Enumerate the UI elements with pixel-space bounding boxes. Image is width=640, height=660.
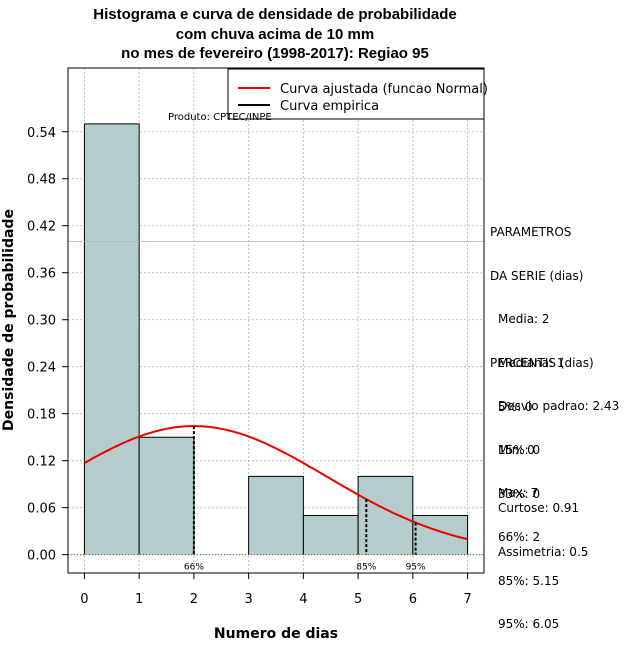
percentile-15: 15%: 0 <box>498 443 541 457</box>
percentile-33: 33%: 0 <box>498 486 541 501</box>
param-mediana: Mediana: 1 <box>498 355 565 370</box>
stat-curtose: Curtose: 0.91 <box>498 501 580 515</box>
x-axis-title: Numero de dias <box>214 626 338 642</box>
histogram-bar-6 <box>412 515 468 555</box>
param-min: Min: 0 <box>498 442 535 457</box>
y-tick-label-8: 0.48 <box>27 173 56 188</box>
y-tick-label-0: 0.00 <box>27 549 56 564</box>
y-tick-label-6: 0.36 <box>27 267 56 282</box>
axes-layer: 0 1 2 3 4 5 6 7 0.00 0.06 0.12 0.18 0.24 0.30 0.36 0.42… <box>27 126 472 607</box>
y-tick-label-9: 0.54 <box>27 126 56 141</box>
y-tick-label-5: 0.30 <box>27 314 56 329</box>
histogram-bar-1 <box>139 437 194 555</box>
y-tick-label-7: 0.42 <box>27 220 56 235</box>
x-tick-label-7: 7 <box>463 592 471 607</box>
percentile-5: 5%: 0 <box>498 399 533 414</box>
credit-text: Produto: CPTEC/INPE <box>168 112 272 123</box>
percentile-label-0: 66% <box>184 563 204 573</box>
legend-label-fitted-curve: Curva ajustada (funcao Normal) <box>280 82 488 97</box>
bars-layer <box>83 123 469 555</box>
percentile-95: 95%: 6.05 <box>498 617 560 631</box>
chart-title-line-1: Histograma e curva de densidade de proba… <box>93 6 457 23</box>
shape-stats-panel: Curtose: 0.91 Assimetria: 0.5 <box>490 472 588 574</box>
x-tick-label-2: 2 <box>190 592 198 607</box>
percentile-label-1: 85% <box>356 563 376 573</box>
chart-title-line-2: com chuva acima de 10 mm <box>175 26 375 43</box>
x-tick-label-6: 6 <box>409 592 417 607</box>
stat-assimetria: Assimetria: 0.5 <box>498 544 589 559</box>
x-tick-label-3: 3 <box>244 592 252 607</box>
param-desvio-padrao: Desvio padrao: 2.43 <box>498 399 620 413</box>
params-title-line-2: DA SERIE (dias) <box>490 268 584 283</box>
percentis-title: PERCENTIS (dias) <box>490 356 594 370</box>
y-tick-label-1: 0.06 <box>27 502 56 517</box>
param-max: Max: 7 <box>498 486 539 500</box>
x-tick-label-0: 0 <box>80 592 88 607</box>
percentiles-panel: PERCENTIS (dias) 5%: 0 15%: 0 33%: 0 66%… <box>490 327 594 646</box>
params-title-line-1: PARAMETROS <box>490 225 572 239</box>
overlay-layer: 66% 85% 95% <box>68 240 484 573</box>
x-tick-label-5: 5 <box>354 592 362 607</box>
chart-title-line-3: no mes de fevereiro (1998-2017): Regiao … <box>121 45 429 62</box>
histogram-bar-outline-0 <box>83 123 140 555</box>
percentile-85: 85%: 5.15 <box>498 573 560 588</box>
y-tick-label-4: 0.24 <box>27 361 56 376</box>
histogram-bar-0 <box>84 123 140 555</box>
legend-box <box>227 68 485 120</box>
histogram-bar-outline-1 <box>138 436 195 555</box>
y-axis-title: Densidade de probabilidade <box>1 209 17 431</box>
histogram-bar-outline-6 <box>412 515 469 555</box>
param-media: Media: 2 <box>498 312 550 326</box>
legend-label-empirical-curve: Curva empirica <box>280 99 379 114</box>
histogram-bar-4 <box>303 515 359 555</box>
x-tick-label-1: 1 <box>135 592 143 607</box>
y-tick-label-3: 0.18 <box>27 408 56 423</box>
percentile-66: 66%: 2 <box>498 530 541 544</box>
normal-fit-curve <box>83 425 468 541</box>
plot-frame <box>67 67 485 574</box>
series-parameters-panel: PARAMETROS DA SERIE (dias) Media: 2 Medi… <box>490 196 619 515</box>
histogram-bar-3 <box>248 476 304 555</box>
percentile-label-2: 95% <box>406 563 426 573</box>
x-tick-label-4: 4 <box>299 592 307 607</box>
y-tick-label-2: 0.12 <box>27 455 56 470</box>
legend: Curva ajustada (funcao Normal) Curva emp… <box>227 68 488 120</box>
